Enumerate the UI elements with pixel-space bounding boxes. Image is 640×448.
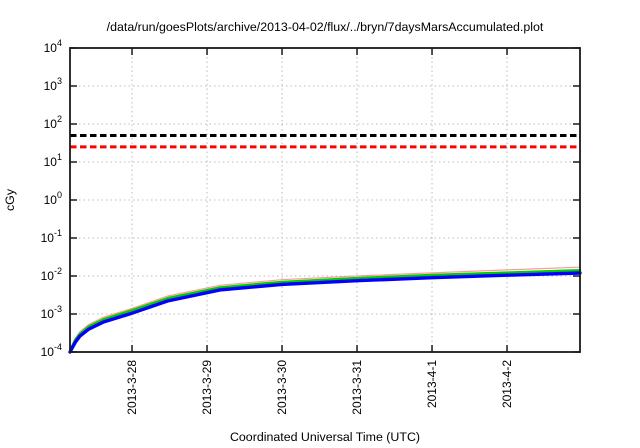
y-tick-label: 101: [44, 152, 62, 169]
y-tick-label: 102: [44, 114, 62, 131]
x-tick-label: 2013-4-2: [500, 360, 514, 408]
x-tick-label: 2013-4-1: [425, 360, 439, 408]
y-tick-label: 10-4: [41, 342, 62, 359]
x-tick-label: 2013-3-29: [200, 360, 214, 415]
x-tick-label: 2013-3-28: [125, 360, 139, 415]
y-tick-label: 103: [44, 76, 62, 93]
x-axis-label: Coordinated Universal Time (UTC): [230, 430, 420, 444]
x-tick-label: 2013-3-30: [275, 360, 289, 415]
y-tick-label: 10-1: [41, 228, 62, 245]
y-axis-label: cGy: [3, 188, 17, 211]
y-tick-label: 10-3: [41, 304, 62, 321]
y-tick-label: 10-2: [41, 266, 62, 283]
x-tick-label: 2013-3-31: [350, 360, 364, 415]
plot-area: 104 103 102 101 100 10-1 10-2 10-3 10-4 2013-3-28…: [41, 38, 582, 415]
accumulated-dose-lower-blue-curve: [68, 271, 582, 354]
y-tick-label: 100: [44, 190, 62, 207]
y-tick-label: 104: [44, 38, 62, 55]
chart-title: /data/run/goesPlots/archive/2013-04-02/f…: [107, 20, 544, 34]
